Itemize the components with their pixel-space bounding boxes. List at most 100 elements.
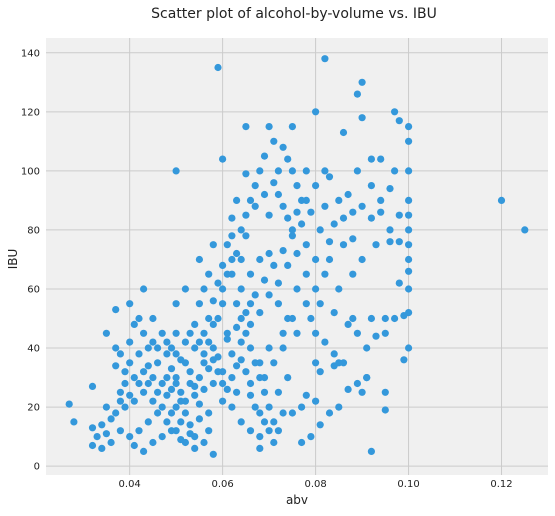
data-point [163, 374, 171, 382]
data-point [302, 241, 310, 249]
data-point [293, 249, 301, 258]
data-point [205, 314, 213, 323]
data-point [405, 241, 413, 249]
data-point [228, 232, 236, 240]
data-point [260, 418, 269, 426]
data-point [126, 359, 134, 367]
data-point [237, 255, 245, 264]
data-point [344, 385, 352, 393]
data-point [186, 421, 194, 429]
data-point [358, 255, 366, 264]
data-point [158, 403, 166, 411]
data-point [405, 226, 413, 234]
data-point [367, 214, 375, 222]
data-point [265, 211, 273, 219]
data-point [126, 338, 134, 346]
data-point [233, 362, 241, 370]
x-axis-label: abv [286, 493, 308, 507]
data-point [205, 365, 213, 373]
data-point [167, 365, 176, 373]
data-point [177, 388, 185, 396]
data-point [163, 338, 171, 346]
data-point [274, 300, 282, 308]
data-point [237, 226, 245, 234]
y-tick-label: 100 [21, 166, 40, 177]
data-point [186, 368, 194, 376]
data-point [172, 427, 180, 435]
data-point [363, 374, 371, 382]
data-point [102, 329, 110, 337]
data-point [270, 359, 278, 367]
data-point [288, 123, 296, 131]
y-tick-label: 80 [27, 225, 40, 236]
data-point [312, 329, 320, 337]
data-point [88, 424, 97, 432]
data-point [395, 279, 403, 287]
data-point [191, 344, 199, 352]
data-point [172, 329, 180, 337]
data-point [307, 208, 315, 216]
data-point [219, 155, 227, 163]
data-point [363, 344, 371, 352]
data-point [274, 279, 282, 287]
data-point [209, 241, 217, 249]
data-point [242, 211, 250, 219]
data-point [288, 167, 296, 175]
data-point [237, 418, 245, 426]
data-point [167, 385, 176, 393]
data-point [386, 238, 394, 246]
data-point [107, 438, 115, 447]
data-point [260, 276, 269, 284]
data-point [140, 388, 148, 396]
data-point [191, 391, 199, 399]
data-point [298, 220, 306, 228]
data-point [149, 374, 157, 382]
data-point [302, 270, 310, 278]
data-point [325, 238, 334, 246]
data-point [307, 314, 315, 323]
data-point [284, 155, 292, 163]
data-point [377, 155, 385, 163]
data-point [270, 418, 278, 426]
data-point [195, 300, 203, 308]
data-point [219, 300, 227, 308]
data-point [256, 444, 264, 452]
data-point [172, 374, 180, 382]
data-point [353, 90, 361, 98]
data-points [65, 55, 529, 458]
data-point [358, 114, 366, 122]
data-point [381, 314, 389, 323]
data-point [246, 379, 255, 388]
data-point [405, 285, 413, 293]
data-point [312, 108, 320, 116]
data-point [344, 320, 352, 328]
data-point [205, 270, 213, 278]
data-point [126, 433, 134, 441]
data-point [246, 196, 255, 204]
data-point [121, 368, 129, 376]
data-point [251, 202, 259, 210]
data-point [400, 312, 408, 320]
data-point [233, 249, 241, 258]
y-axis-label: IBU [6, 249, 20, 270]
data-point [274, 190, 282, 199]
data-point [391, 167, 399, 175]
data-point [195, 400, 203, 408]
data-point [367, 155, 375, 163]
data-point [242, 329, 250, 337]
data-point [181, 409, 189, 417]
data-point [116, 388, 124, 396]
data-point [158, 433, 166, 441]
data-point [181, 338, 189, 346]
data-point [330, 362, 338, 370]
data-point [163, 391, 171, 399]
data-point [302, 167, 310, 175]
data-point [316, 226, 324, 234]
x-tick-labels: 0.04 0.06 0.08 0.10 0.12 [119, 479, 513, 490]
data-point [367, 182, 375, 190]
data-point [237, 338, 245, 346]
data-point [195, 255, 203, 264]
y-tick-label: 140 [21, 48, 40, 59]
data-point [121, 403, 129, 411]
